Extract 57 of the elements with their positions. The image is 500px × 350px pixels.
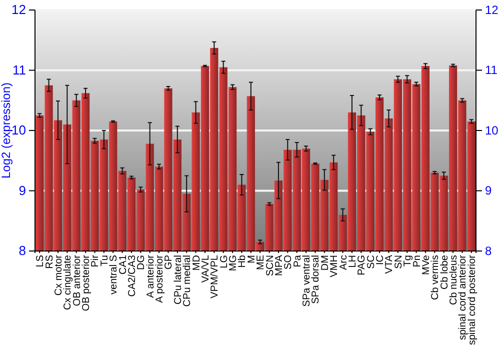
y2-tick-label: 12 <box>485 2 499 17</box>
x-tick-label: M <box>246 255 258 264</box>
x-tick-label: PAG <box>356 254 368 276</box>
y-tick-label: 8 <box>18 243 26 258</box>
y-tick-label: 9 <box>18 182 26 198</box>
x-tick-label: SO <box>283 254 294 270</box>
x-tick-label: spinal cord anterior <box>458 254 469 340</box>
x-tick-label: VTA <box>384 254 396 274</box>
x-tick-label: VA/VL <box>200 254 212 283</box>
x-tick-label: Pn <box>412 255 423 268</box>
x-tick-label: LH <box>347 255 358 268</box>
x-tick-label: Cx motor <box>53 254 64 296</box>
y2-tick-label: 11 <box>485 63 498 78</box>
x-tick-label: Hb <box>237 254 248 268</box>
x-tick-label: LS <box>35 254 46 268</box>
x-tick-label: Pir <box>90 254 102 268</box>
x-tick-label: CPu medial <box>182 255 194 307</box>
x-tick-label: MVe <box>420 254 432 276</box>
x-tick-label: Cb vermis <box>430 255 442 300</box>
x-tick-label: LG <box>218 254 230 268</box>
y-tick-label: 11 <box>12 62 26 78</box>
x-tick-label: IC <box>375 255 386 265</box>
x-tick-label: Tg <box>402 255 414 267</box>
x-tick-label: RS <box>44 254 56 269</box>
x-tick-label: SC <box>366 255 377 269</box>
x-tick-label: Arc <box>338 255 350 270</box>
x-tick-label: VPM/VPL <box>210 254 221 298</box>
x-tick-label: ventral S <box>108 254 120 294</box>
x-tick-label: ME <box>256 254 267 270</box>
x-tick-label: A posterior <box>154 254 166 303</box>
x-tick-label: CA1 <box>118 254 129 274</box>
x-tick-label: GP <box>164 254 175 270</box>
x-tick-label: A anterior <box>145 254 156 298</box>
x-tick-label: OB anterior <box>72 254 83 306</box>
x-tick-label: Pa <box>292 254 304 268</box>
y2-tick-label: 10 <box>485 123 499 138</box>
x-tick-label: SCN <box>264 255 276 276</box>
x-tick-label: SPa dorsal <box>310 255 322 304</box>
x-tick-label: SN <box>393 255 404 269</box>
x-tick-label: VMH <box>329 255 340 278</box>
x-tick-label: MPA <box>274 254 285 276</box>
x-tick-label: Tu <box>99 255 110 266</box>
x-tick-label: Cx cingulate <box>62 254 74 310</box>
x-tick-label: Cb lobe <box>439 254 450 290</box>
y2-tick-label: 8 <box>485 244 492 258</box>
y-tick-label: 12 <box>12 2 26 18</box>
y-tick-label: 10 <box>12 122 26 138</box>
x-tick-label: MD <box>191 255 202 271</box>
x-tick-label: CA2/CA3 <box>126 254 138 297</box>
x-tick-label: Cb nucleus <box>448 255 460 306</box>
x-tick-label: DM <box>320 255 331 271</box>
x-tick-label: CPu lateral <box>172 255 184 304</box>
y-axis-title: Log2 (expression) <box>0 82 13 179</box>
x-tick-label: OB posterior <box>81 254 92 312</box>
x-tick-label: spinal cord posterior <box>466 254 478 346</box>
y2-tick-label: 9 <box>485 184 492 198</box>
x-tick-label: DG <box>136 254 148 270</box>
